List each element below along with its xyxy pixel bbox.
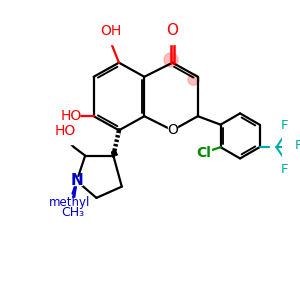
Text: methyl: methyl bbox=[70, 205, 75, 206]
Bar bbox=[168, 126, 177, 134]
Bar bbox=[63, 112, 79, 120]
Text: CH₃: CH₃ bbox=[61, 206, 84, 219]
Bar bbox=[58, 136, 73, 144]
Text: O: O bbox=[167, 123, 178, 137]
Text: Cl: Cl bbox=[196, 146, 211, 160]
Bar bbox=[167, 36, 178, 44]
Text: F: F bbox=[295, 139, 300, 152]
Bar bbox=[103, 36, 118, 44]
Bar bbox=[60, 198, 80, 206]
Text: OH: OH bbox=[100, 24, 121, 38]
Text: O: O bbox=[167, 23, 178, 38]
Text: methyl_label: methyl_label bbox=[69, 204, 78, 206]
Circle shape bbox=[188, 74, 199, 85]
Bar bbox=[196, 148, 211, 157]
Text: F: F bbox=[281, 119, 289, 132]
Text: HO: HO bbox=[61, 109, 82, 123]
Text: HO: HO bbox=[55, 124, 76, 138]
Bar bbox=[72, 177, 82, 185]
Text: methyl: methyl bbox=[49, 196, 90, 208]
Circle shape bbox=[164, 53, 178, 67]
Text: N: N bbox=[70, 173, 83, 188]
Text: F: F bbox=[281, 163, 289, 176]
